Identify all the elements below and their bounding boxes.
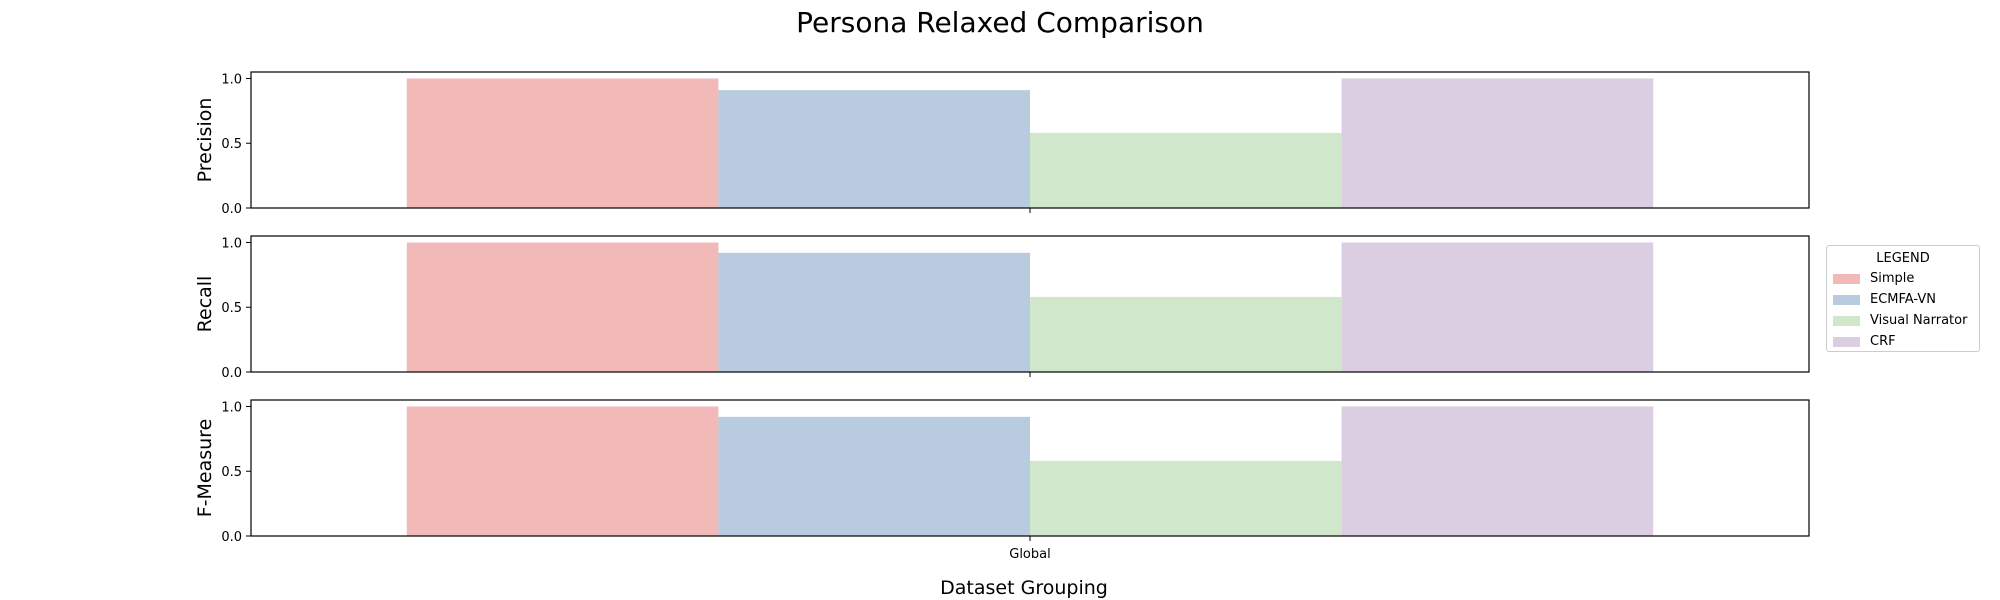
legend: LEGEND Simple ECMFA-VN Visual Narrator CRF xyxy=(1826,245,1980,352)
bar-0-2 xyxy=(1030,132,1342,208)
x-tick-label-0: Global xyxy=(1009,547,1050,562)
bar-2-3 xyxy=(1341,406,1654,536)
bar-2-0 xyxy=(406,406,719,536)
bar-0-3 xyxy=(1341,78,1654,208)
bar-2-1 xyxy=(718,416,1030,536)
y-tick-label-1-0: 0.0 xyxy=(221,366,242,381)
y-tick-label-1-2: 1.0 xyxy=(221,236,242,251)
bar-1-2 xyxy=(1030,296,1342,372)
legend-item-1: ECMFA-VN xyxy=(1827,289,1979,310)
bar-0-1 xyxy=(718,90,1030,208)
bar-2-2 xyxy=(1030,460,1342,536)
y-tick-label-1-1: 0.5 xyxy=(221,301,242,316)
legend-swatch-2 xyxy=(1833,315,1860,326)
legend-swatch-0 xyxy=(1833,273,1860,284)
chart-title: Persona Relaxed Comparison xyxy=(796,6,1204,39)
legend-swatch-1 xyxy=(1833,294,1860,305)
legend-item-0: Simple xyxy=(1827,268,1979,289)
legend-swatch-3 xyxy=(1833,336,1860,347)
y-tick-label-2-0: 0.0 xyxy=(221,530,242,545)
chart-panels: 0.0 0.5 1.0 Precision 0.0 0.5 1.0 Recall 0.0 0.5 1… xyxy=(194,71,1810,562)
y-tick-label-0-2: 1.0 xyxy=(221,72,242,87)
y-axis-label-2: F-Measure xyxy=(194,419,216,518)
legend-item-3: CRF xyxy=(1827,331,1979,352)
x-axis-label: Dataset Grouping xyxy=(940,577,1108,599)
bar-0-0 xyxy=(406,78,719,208)
legend-items: Simple ECMFA-VN Visual Narrator CRF xyxy=(1827,268,1979,352)
y-tick-label-0-0: 0.0 xyxy=(221,202,242,217)
y-tick-label-0-1: 0.5 xyxy=(221,137,242,152)
legend-label-3: CRF xyxy=(1870,334,1896,349)
legend-title: LEGEND xyxy=(1876,251,1930,266)
legend-label-2: Visual Narrator xyxy=(1870,313,1968,328)
legend-label-1: ECMFA-VN xyxy=(1870,292,1936,307)
y-tick-label-2-2: 1.0 xyxy=(221,400,242,415)
y-axis-label-1: Recall xyxy=(194,276,216,333)
bar-1-3 xyxy=(1341,242,1654,372)
y-tick-label-2-1: 0.5 xyxy=(221,465,242,480)
y-axis-label-0: Precision xyxy=(194,98,216,183)
legend-item-2: Visual Narrator xyxy=(1827,310,1979,331)
legend-label-0: Simple xyxy=(1870,271,1915,286)
bar-1-0 xyxy=(406,242,719,372)
bar-1-1 xyxy=(718,252,1030,372)
